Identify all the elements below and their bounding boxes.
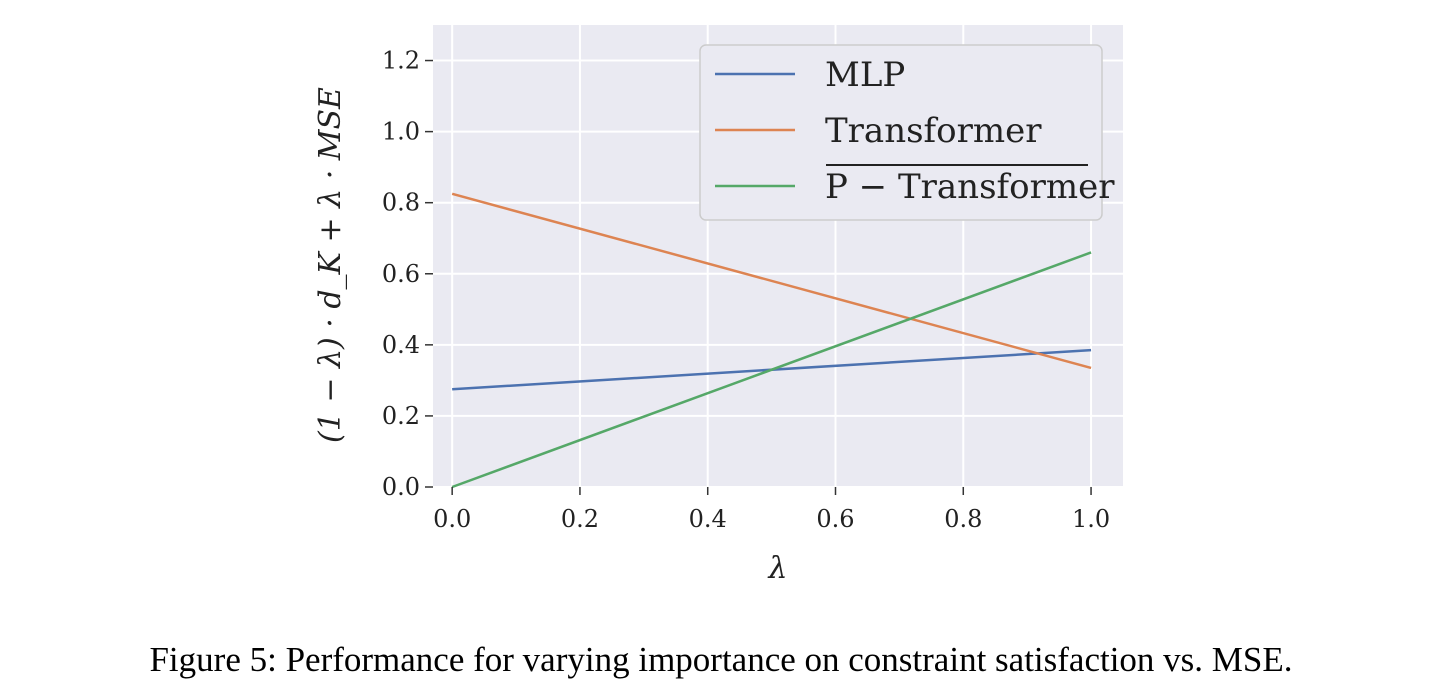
x-tick-label: 0.4: [689, 505, 727, 533]
legend-label: P − Transformer: [825, 167, 1115, 207]
x-axis-ticks: 0.0 0.2 0.4 0.6 0.8 1.0: [433, 487, 1110, 533]
y-tick-label: 1.2: [382, 47, 420, 75]
y-axis-label: (1 − λ) · d_K + λ · MSE: [313, 87, 348, 443]
series-line-2: [451, 251, 1092, 489]
y-axis-ticks: 0.0 0.2 0.4 0.6 0.8 1.0 1.2: [382, 47, 433, 501]
y-tick-label: 1.0: [382, 118, 420, 146]
series-line-1: [451, 192, 1092, 370]
y-tick-label: 0.8: [382, 189, 420, 217]
legend-box: [699, 44, 1103, 221]
legend: MLP Transformer P − Transformer: [699, 44, 1115, 221]
series-lines: [451, 192, 1092, 489]
x-tick-label: 0.6: [816, 505, 854, 533]
x-tick-label: 0.8: [944, 505, 982, 533]
x-tick-label: 0.2: [561, 505, 599, 533]
y-tick-label: 0.0: [382, 473, 420, 501]
figure-caption: Figure 5: Performance for varying import…: [149, 640, 1293, 679]
legend-label: Transformer: [825, 111, 1042, 151]
legend-label: MLP: [825, 55, 905, 95]
x-tick-label: 0.0: [433, 505, 471, 533]
x-axis-label: λ: [767, 551, 787, 586]
y-tick-label: 0.2: [382, 402, 420, 430]
x-tick-label: 1.0: [1072, 505, 1110, 533]
y-tick-label: 0.4: [382, 331, 420, 359]
y-tick-label: 0.6: [382, 260, 420, 288]
